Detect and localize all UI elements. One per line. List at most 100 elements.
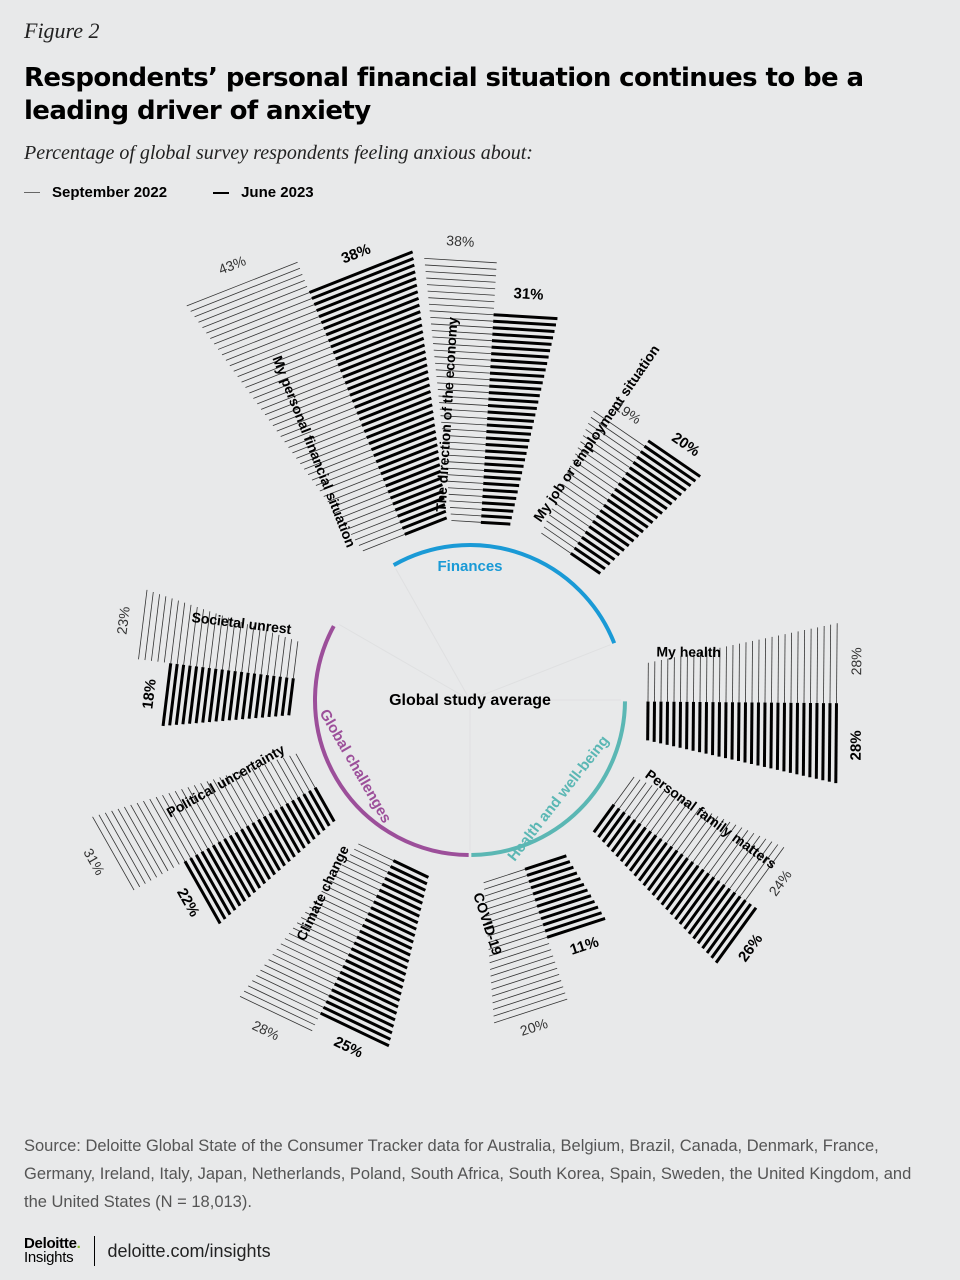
- bar-sep2022-my-health: [777, 635, 779, 703]
- bar-sep2022-my-job-or-employment-situation: [554, 502, 590, 527]
- bar-jun2023-the-direction-of-the-economy: [483, 468, 523, 475]
- bar-jun2023-political-uncertainty: [291, 799, 316, 840]
- bar-jun2023-my-personal-financial-situation: [351, 370, 429, 403]
- bar-sep2022-societal-unrest: [286, 639, 292, 678]
- bar-sep2022-the-direction-of-the-economy: [444, 454, 485, 458]
- footer-url[interactable]: deloitte.com/insights: [107, 1240, 271, 1261]
- bar-sep2022-the-direction-of-the-economy: [437, 389, 489, 393]
- bar-jun2023-the-direction-of-the-economy: [480, 520, 511, 526]
- bar-sep2022-societal-unrest: [241, 624, 248, 673]
- bar-jun2023-personal-family-matters: [601, 811, 626, 843]
- bar-sep2022-my-job-or-employment-situation: [543, 526, 575, 549]
- bar-sep2022-the-direction-of-the-economy: [430, 316, 494, 322]
- bar-jun2023-the-direction-of-the-economy: [490, 358, 548, 366]
- bar-sep2022-political-uncertainty: [193, 785, 225, 840]
- bar-sep2022-the-direction-of-the-economy: [443, 441, 486, 445]
- category-label-my-health: My health: [656, 643, 721, 660]
- bar-jun2023-my-personal-financial-situation: [397, 496, 445, 518]
- bar-sep2022-my-job-or-employment-situation: [572, 459, 616, 490]
- bar-sep2022-my-health: [764, 638, 766, 703]
- bar-jun2023-societal-unrest: [260, 674, 270, 718]
- bar-jun2023-political-uncertainty: [274, 809, 301, 854]
- bar-jun2023-my-health: [821, 703, 825, 781]
- bar-sep2022-the-direction-of-the-economy: [424, 257, 497, 264]
- bar-sep2022-my-personal-financial-situation: [194, 273, 303, 318]
- bar-sep2022-the-direction-of-the-economy: [439, 402, 489, 406]
- value-label-jun2023-personal-family-matters: 26%: [735, 931, 766, 965]
- bar-sep2022-my-personal-financial-situation: [335, 491, 389, 514]
- bar-jun2023-personal-family-matters: [665, 864, 700, 911]
- deloitte-logo: Deloitte. Insights: [24, 1235, 81, 1265]
- bar-sep2022-climate-change: [252, 980, 321, 1014]
- bar-jun2023-my-job-or-employment-situation: [595, 514, 635, 543]
- bar-sep2022-my-personal-financial-situation: [233, 334, 327, 372]
- category-label-societal-unrest: Societal unrest: [191, 609, 293, 637]
- bar-sep2022-climate-change: [358, 843, 394, 862]
- bar-sep2022-personal-family-matters: [671, 807, 701, 847]
- bar-jun2023-climate-change: [328, 994, 395, 1028]
- bar-sep2022-political-uncertainty: [225, 775, 254, 824]
- bar-sep2022-political-uncertainty: [149, 798, 186, 862]
- bar-sep2022-political-uncertainty: [257, 765, 282, 808]
- bar-jun2023-my-personal-financial-situation: [373, 430, 437, 458]
- bar-sep2022-my-health: [797, 631, 799, 703]
- bar-jun2023-the-direction-of-the-economy: [485, 442, 529, 449]
- bar-sep2022-climate-change: [354, 848, 391, 867]
- bar-sep2022-climate-change: [337, 869, 380, 891]
- bar-sep2022-the-direction-of-the-economy: [448, 493, 483, 497]
- bar-sep2022-my-job-or-employment-situation: [546, 520, 579, 543]
- bar-sep2022-covid-19: [489, 949, 552, 970]
- bar-jun2023-climate-change: [325, 1000, 393, 1035]
- value-label-jun2023-political-uncertainty: 22%: [173, 885, 203, 920]
- bar-sep2022-my-personal-financial-situation: [292, 425, 363, 454]
- bar-jun2023-societal-unrest: [240, 672, 250, 720]
- bar-sep2022-my-job-or-employment-situation: [588, 423, 638, 458]
- bar-sep2022-societal-unrest: [144, 591, 154, 661]
- bar-jun2023-the-direction-of-the-economy: [493, 313, 558, 321]
- bar-sep2022-the-direction-of-the-economy: [447, 480, 484, 484]
- bar-jun2023-my-job-or-employment-situation: [581, 535, 616, 561]
- bar-jun2023-my-personal-financial-situation: [335, 323, 423, 361]
- bar-jun2023-my-personal-financial-situation: [399, 503, 446, 524]
- bar-sep2022-my-job-or-employment-situation: [593, 410, 645, 447]
- bar-jun2023-my-personal-financial-situation: [361, 396, 432, 427]
- bar-sep2022-political-uncertainty: [219, 777, 248, 827]
- bar-jun2023-personal-family-matters: [696, 891, 737, 945]
- bar-sep2022-my-personal-financial-situation: [323, 473, 382, 497]
- bar-sep2022-my-personal-financial-situation: [276, 400, 353, 432]
- bar-jun2023-societal-unrest: [174, 664, 186, 725]
- bar-jun2023-climate-change: [333, 982, 398, 1015]
- bar-jun2023-the-direction-of-the-economy: [486, 423, 533, 430]
- bar-sep2022-societal-unrest: [292, 641, 299, 679]
- bar-sep2022-societal-unrest: [247, 626, 255, 673]
- figure-label: Figure 2: [24, 18, 100, 43]
- bar-sep2022-the-direction-of-the-economy: [441, 428, 487, 432]
- bar-jun2023-my-job-or-employment-situation: [636, 455, 687, 492]
- bar-sep2022-political-uncertainty: [270, 761, 293, 801]
- bar-sep2022-political-uncertainty: [200, 783, 231, 836]
- bar-sep2022-climate-change: [345, 859, 386, 879]
- bar-sep2022-my-personal-financial-situation: [343, 503, 393, 525]
- bar-jun2023-societal-unrest: [214, 669, 224, 722]
- bar-sep2022-my-personal-financial-situation: [315, 461, 377, 486]
- bar-sep2022-my-personal-financial-situation: [229, 328, 324, 367]
- bar-sep2022-my-personal-financial-situation: [358, 527, 403, 546]
- bar-sep2022-personal-family-matters: [655, 799, 683, 836]
- bar-sep2022-political-uncertainty: [162, 794, 197, 856]
- bar-jun2023-climate-change: [336, 976, 399, 1009]
- bar-sep2022-the-direction-of-the-economy: [445, 467, 485, 471]
- bar-sep2022-my-personal-financial-situation: [288, 419, 360, 448]
- bar-sep2022-my-personal-financial-situation: [241, 346, 332, 383]
- bar-jun2023-my-personal-financial-situation: [339, 336, 425, 373]
- bar-jun2023-political-uncertainty: [223, 838, 257, 894]
- inner-divider: [338, 624, 471, 701]
- bar-sep2022-my-job-or-employment-situation: [580, 441, 627, 474]
- bar-sep2022-my-personal-financial-situation: [307, 449, 372, 476]
- bar-sep2022-personal-family-matters: [650, 796, 677, 832]
- bar-sep2022-the-direction-of-the-economy: [436, 375, 490, 380]
- bar-jun2023-the-direction-of-the-economy: [485, 449, 527, 455]
- category-label-personal-family-matters: Personal family matters: [643, 766, 780, 872]
- bar-sep2022-personal-family-matters: [639, 790, 665, 824]
- brand-dot: .: [76, 1235, 81, 1252]
- bar-sep2022-my-personal-financial-situation: [311, 455, 374, 481]
